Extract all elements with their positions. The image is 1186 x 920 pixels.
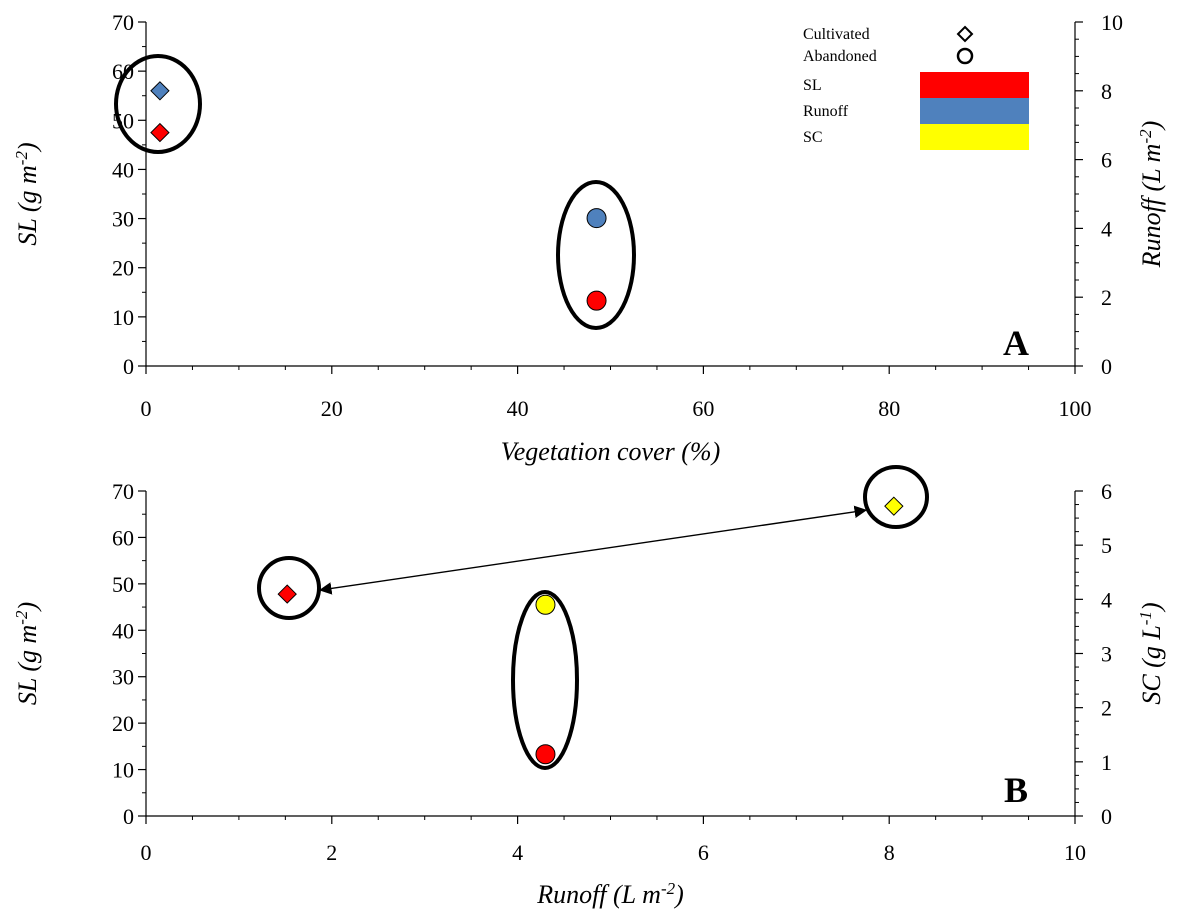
right-y-axis-title-sup: -1 bbox=[1136, 611, 1155, 625]
left-y-axis-title: SL (g m-2) bbox=[12, 142, 43, 245]
legend-label-sc: SC bbox=[803, 129, 823, 146]
right-y-axis-title: SC (g L-1) bbox=[1136, 602, 1167, 704]
right-y-axis-title-end: ) bbox=[1137, 602, 1166, 613]
group-ellipse bbox=[511, 590, 579, 770]
legend-label-cultivated: Cultivated bbox=[803, 26, 870, 43]
cultivated-sl-point bbox=[150, 122, 170, 143]
group-ellipse bbox=[114, 54, 202, 154]
legend-label-abandoned: Abandoned bbox=[803, 48, 877, 65]
left-y-tick-label: 60 bbox=[112, 59, 134, 84]
right-y-tick-label: 6 bbox=[1101, 479, 1112, 504]
group-ellipse bbox=[863, 465, 929, 529]
right-y-tick-label: 8 bbox=[1101, 79, 1112, 104]
left-y-tick-label: 30 bbox=[112, 207, 134, 232]
left-y-tick-label: 40 bbox=[112, 618, 134, 643]
left-y-tick-label: 60 bbox=[112, 525, 134, 550]
right-y-tick-label: 0 bbox=[1101, 354, 1112, 379]
panel-a: 0 20 40 60 80 1000102030405060700246810Vegeta… bbox=[12, 10, 1167, 466]
abandoned-sl-point bbox=[586, 290, 607, 311]
panel-label: A bbox=[1003, 323, 1029, 363]
right-y-axis-title-end: ) bbox=[1137, 121, 1166, 132]
left-y-axis-title-end: ) bbox=[13, 602, 42, 613]
legend-label-runoff: Runoff bbox=[803, 103, 849, 120]
right-y-tick-label: 10 bbox=[1101, 10, 1123, 35]
right-y-tick-label: 4 bbox=[1101, 587, 1112, 612]
right-y-axis-title-main: Runoff (L m bbox=[1137, 144, 1166, 269]
panel-label: B bbox=[1004, 770, 1028, 810]
double-headed-arrow bbox=[318, 505, 868, 595]
right-y-tick-label: 2 bbox=[1101, 696, 1112, 721]
legend-swatch-runoff bbox=[920, 98, 1029, 124]
x-tick-label: 0 bbox=[141, 840, 152, 865]
x-axis-title-sup: -2 bbox=[661, 879, 676, 898]
x-tick-label: 8 bbox=[884, 840, 895, 865]
left-y-axis-title-main: SL (g m bbox=[13, 165, 42, 245]
cultivated-sc-point bbox=[884, 496, 904, 516]
cultivated-sl-point bbox=[277, 584, 297, 604]
left-y-axis-title-end: ) bbox=[13, 142, 42, 153]
x-tick-label: 60 bbox=[692, 396, 714, 421]
legend-swatch-sc bbox=[920, 124, 1029, 150]
x-axis-title-end: ) bbox=[673, 880, 684, 909]
abandoned-runoff-point bbox=[586, 208, 607, 229]
legend-swatch-sl bbox=[920, 72, 1029, 98]
x-tick-label: 0 bbox=[141, 396, 152, 421]
left-y-tick-label: 0 bbox=[123, 354, 134, 379]
left-y-tick-label: 70 bbox=[112, 10, 134, 35]
left-y-tick-label: 10 bbox=[112, 305, 134, 330]
x-tick-label: 100 bbox=[1059, 396, 1092, 421]
x-tick-label: 20 bbox=[321, 396, 343, 421]
right-y-tick-label: 5 bbox=[1101, 533, 1112, 558]
right-y-axis-title: Runoff (L m-2) bbox=[1136, 121, 1167, 269]
left-y-tick-label: 40 bbox=[112, 157, 134, 182]
right-y-tick-label: 2 bbox=[1101, 285, 1112, 310]
right-y-tick-label: 6 bbox=[1101, 148, 1112, 173]
x-axis-title: Runoff (L m-2) bbox=[536, 879, 684, 910]
right-y-tick-label: 4 bbox=[1101, 216, 1112, 241]
legend-label-sl: SL bbox=[803, 77, 822, 94]
legend-diamond-icon bbox=[956, 25, 974, 43]
right-y-axis-title-main: SC (g L bbox=[1137, 625, 1166, 704]
group-ellipse bbox=[556, 180, 636, 330]
right-y-tick-label: 1 bbox=[1101, 750, 1112, 775]
abandoned-sc-point bbox=[535, 594, 556, 615]
left-y-axis-title-sup: -2 bbox=[12, 610, 31, 625]
left-y-tick-label: 10 bbox=[112, 758, 134, 783]
left-y-axis-title-main: SL (g m bbox=[13, 625, 42, 705]
left-y-tick-label: 0 bbox=[123, 804, 134, 829]
right-y-tick-label: 3 bbox=[1101, 642, 1112, 667]
panel-b: 0 2 4 6 8 10 0 10 20 30 40 50 60 70 0 1 2 3 4 5 6 Runoff (L m… bbox=[12, 465, 1167, 910]
left-y-axis-title: SL (g m-2) bbox=[12, 602, 43, 705]
legend-circle-icon bbox=[956, 47, 974, 65]
left-y-axis-title-sup: -2 bbox=[12, 151, 31, 166]
x-tick-label: 4 bbox=[512, 840, 523, 865]
left-y-tick-label: 20 bbox=[112, 711, 134, 736]
left-y-tick-label: 50 bbox=[112, 572, 134, 597]
right-y-axis-title-sup: -2 bbox=[1136, 129, 1155, 144]
left-y-tick-label: 20 bbox=[112, 256, 134, 281]
x-tick-label: 80 bbox=[878, 396, 900, 421]
x-axis-title-main: Runoff (L m bbox=[536, 880, 661, 909]
left-y-tick-label: 70 bbox=[112, 479, 134, 504]
x-tick-label: 40 bbox=[507, 396, 529, 421]
right-y-tick-label: 0 bbox=[1101, 804, 1112, 829]
x-tick-label: 2 bbox=[326, 840, 337, 865]
x-axis-title: Vegetation cover (%) bbox=[501, 437, 720, 466]
x-tick-label: 10 bbox=[1064, 840, 1086, 865]
abandoned-sl-point bbox=[535, 744, 556, 765]
legend: Cultivated Abandoned SL Runoff SC bbox=[803, 25, 1029, 150]
x-tick-label: 6 bbox=[698, 840, 709, 865]
left-y-tick-label: 30 bbox=[112, 665, 134, 690]
cultivated-runoff-point bbox=[150, 81, 170, 101]
